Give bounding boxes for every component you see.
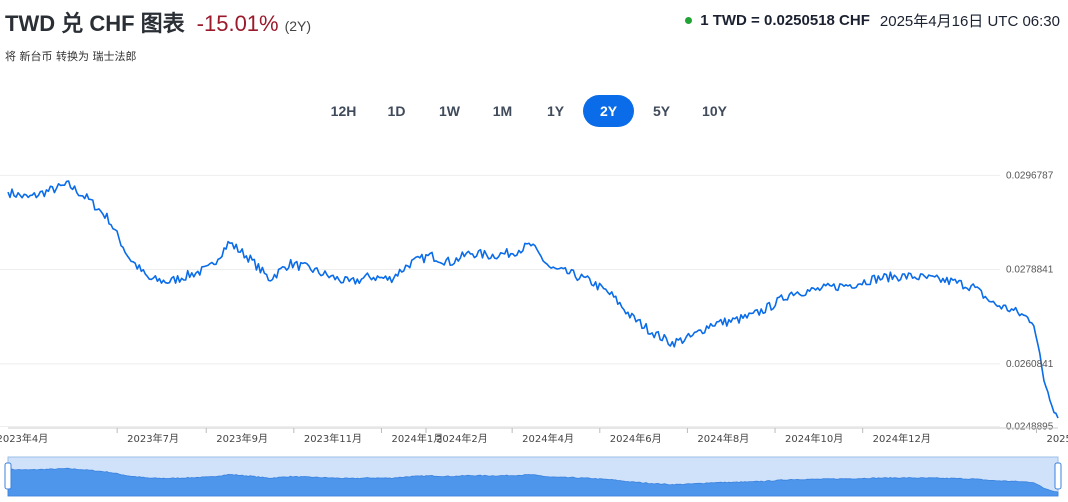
y-tick-label: 0.0278841 — [1006, 264, 1054, 275]
time-range-selector: 12H 1D 1W 1M 1Y 2Y 5Y 10Y — [318, 95, 742, 127]
y-tick-label: 0.0248895 — [1006, 422, 1054, 433]
x-tick-label: 2024年12月 — [873, 432, 931, 445]
x-tick-label: 2023年9月 — [216, 432, 268, 445]
rate-timestamp: 2025年4月16日 UTC 06:30 — [879, 13, 1060, 30]
live-rate: 1 TWD = 0.0250518 CHF 2025年4月16日 UTC 06:… — [685, 10, 1060, 31]
live-dot-icon — [685, 17, 693, 24]
x-tick-label: 2024年2月 — [436, 432, 488, 445]
range-button-1d[interactable]: 1D — [371, 95, 422, 127]
percent-change: -15.01% — [196, 11, 279, 36]
chart-header: TWD 兑 CHF 图表 -15.01% (2Y) — [5, 6, 311, 38]
navigator-right-handle[interactable] — [1054, 462, 1062, 490]
range-button-12h[interactable]: 12H — [318, 95, 369, 127]
range-button-10y[interactable]: 10Y — [689, 95, 740, 127]
x-tick-label: 2024年4月 — [522, 432, 574, 445]
range-button-1w[interactable]: 1W — [424, 95, 475, 127]
x-tick-label: 2025年4月 — [1046, 432, 1068, 445]
range-button-1y[interactable]: 1Y — [530, 95, 581, 127]
exchange-rate: 1 TWD = 0.0250518 CHF — [700, 12, 870, 29]
x-tick-label: 2023年7月 — [127, 432, 179, 445]
exchange-rate-chart[interactable]: 0.0296787 0.0278841 0.0260841 0.0248895 2023… — [0, 140, 1068, 502]
period-label: (2Y) — [284, 18, 312, 34]
range-button-2y[interactable]: 2Y — [583, 95, 634, 127]
page-title: TWD 兑 CHF 图表 — [5, 11, 185, 36]
x-tick-label: 2024年10月 — [785, 432, 843, 445]
x-tick-label: 2024年8月 — [697, 432, 749, 445]
y-tick-label: 0.0260841 — [1006, 359, 1054, 370]
y-tick-label: 0.0296787 — [1006, 170, 1054, 181]
series-line — [7, 180, 1059, 419]
range-button-1m[interactable]: 1M — [477, 95, 528, 127]
x-tick-label: 2023年11月 — [304, 432, 362, 445]
conversion-subtitle: 将 新台币 转换为 瑞士法郎 — [5, 50, 137, 63]
x-tick-label: 2023年4月 — [0, 432, 48, 445]
x-tick-label: 2024年6月 — [610, 432, 662, 445]
navigator-left-handle[interactable] — [4, 462, 12, 490]
range-button-5y[interactable]: 5Y — [636, 95, 687, 127]
navigator-series — [7, 467, 1059, 497]
x-tick-label: 2024年1月 — [391, 432, 443, 445]
